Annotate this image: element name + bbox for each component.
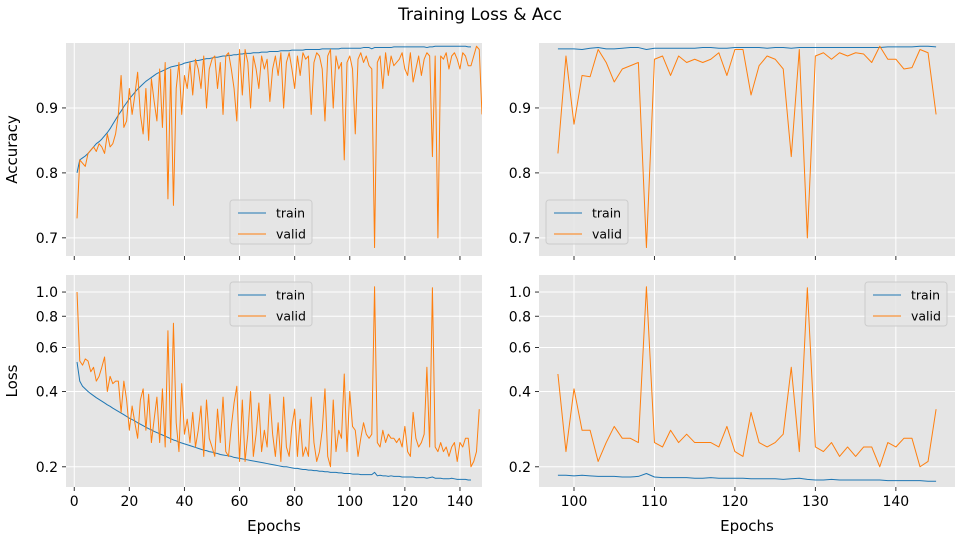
legend-box [545,199,629,245]
x-tick-label: 130 [802,494,829,510]
y-tick-label: 0.7 [36,231,58,247]
x-tick-label: 40 [176,494,194,510]
x-tick-label: 100 [336,494,363,510]
subplot-loss_zoom: 100 110 120 130 140 0.2 0.4 0.6 0.8 1.0 Epochs trai… [509,275,955,535]
series-line-train [557,472,937,482]
y-axis-label: Loss [3,364,21,397]
legend-label-train: train [276,288,305,303]
x-tick-label: 20 [120,494,138,510]
series-line-train [557,45,937,50]
subplot-loss_full: 0 20 40 60 80 100 120 140 0.2 0.4 0.6 0.8 1.0 Epochs L… [3,275,482,535]
y-tick-label: 0.9 [509,101,531,117]
legend: train valid [229,281,313,327]
x-tick-label: 120 [391,494,418,510]
x-tick-label: 60 [231,494,249,510]
y-tick-label: 0.6 [509,341,531,357]
series-line-train [76,361,471,481]
legend-label-train: train [276,206,305,221]
legend-label-valid: valid [911,309,941,324]
series-line-valid [557,45,937,249]
series-line-valid [76,286,480,468]
y-tick-label: 0.8 [36,166,58,182]
y-tick-label: 0.6 [36,341,58,357]
legend-box [229,199,313,245]
x-tick-label: 100 [561,494,588,510]
y-tick-label: 0.8 [509,166,531,182]
legend-label-valid: valid [276,227,306,242]
legend: train valid [864,281,948,327]
y-axis-label: Accuracy [3,115,21,184]
series-line-train [76,45,471,173]
y-tick-label: 0.4 [36,385,58,401]
series-line-valid [76,45,482,249]
y-tick-label: 0.4 [509,385,531,401]
figure-title: Training Loss & Acc [397,5,562,25]
legend-label-train: train [592,206,621,221]
y-tick-label: 0.8 [36,309,58,325]
x-axis-label: Epochs [720,517,774,535]
x-tick-label: 140 [882,494,909,510]
y-tick-label: 1.0 [36,285,58,301]
legend-label-valid: valid [276,309,306,324]
y-tick-label: 1.0 [509,285,531,301]
x-tick-label: 80 [286,494,304,510]
legend-label-valid: valid [592,227,622,242]
y-tick-label: 0.2 [509,460,531,476]
y-tick-label: 0.7 [509,231,531,247]
series-line-valid [557,286,937,468]
y-tick-label: 0.9 [36,101,58,117]
legend-box [229,281,313,327]
legend-box [864,281,948,327]
x-tick-label: 110 [641,494,668,510]
x-tick-label: 0 [70,494,79,510]
y-tick-label: 0.8 [509,309,531,325]
x-axis-label: Epochs [247,517,301,535]
x-tick-label: 120 [722,494,749,510]
subplot-acc_zoom: 0.7 0.8 0.9 train valid [509,43,955,260]
y-tick-label: 0.2 [36,460,58,476]
x-tick-label: 140 [447,494,474,510]
legend: train valid [545,199,629,245]
legend-label-train: train [911,288,940,303]
subplot-acc_full: 0.7 0.8 0.9 Accuracy train valid [3,43,482,260]
legend: train valid [229,199,313,245]
